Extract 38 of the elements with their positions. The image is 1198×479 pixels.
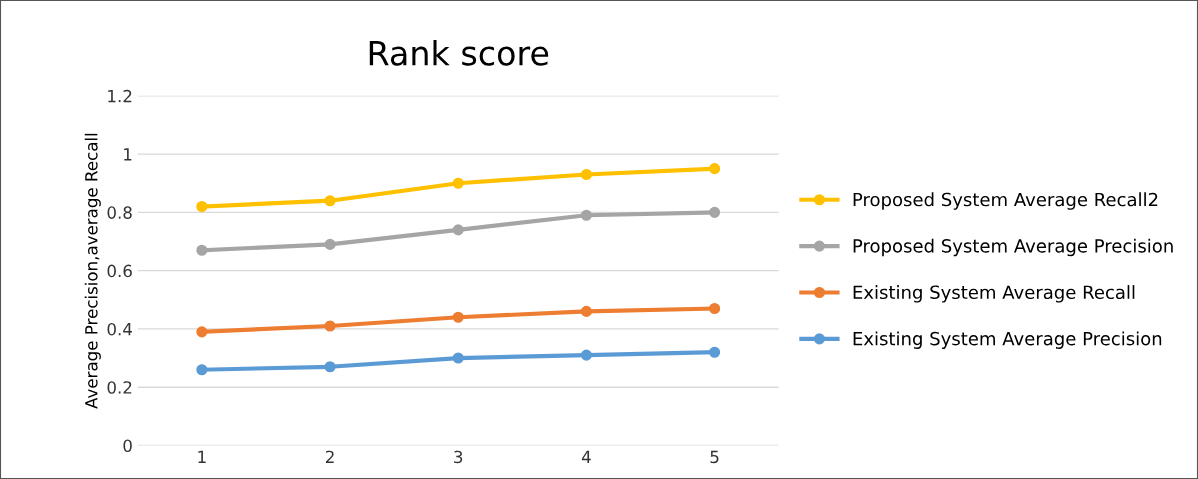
y-tick-label: 0	[123, 439, 132, 453]
point	[324, 361, 336, 373]
point	[196, 244, 208, 256]
point	[580, 305, 592, 317]
x-tick-label: 5	[710, 450, 719, 464]
point	[196, 326, 208, 338]
point	[452, 177, 464, 189]
y-tick-label: 1.2	[108, 89, 132, 103]
point	[324, 320, 336, 332]
point	[324, 238, 336, 250]
legend-label: Proposed System Average Recall2	[853, 192, 1158, 210]
point	[196, 364, 208, 376]
x-tick-label: 3	[454, 450, 463, 464]
chart-title: Rank score	[369, 39, 549, 66]
point	[452, 224, 464, 236]
point	[324, 195, 336, 207]
x-tick-label: 4	[581, 450, 591, 463]
y-tick-label: 0.2	[107, 381, 132, 394]
point	[709, 163, 721, 175]
point	[196, 200, 208, 213]
y-tick-label: 0.6	[107, 264, 132, 278]
x-tick-label: 2	[325, 450, 334, 463]
point	[580, 209, 592, 221]
y-tick-label: 0.8	[107, 206, 132, 219]
point	[709, 346, 721, 358]
point	[580, 349, 592, 361]
y-axis-title: Average Precision,average Recall	[84, 133, 101, 409]
legend-label: Existing System Average Precision	[853, 331, 1162, 349]
point	[452, 352, 464, 364]
x-tick-label: 1	[198, 450, 206, 463]
y-tick-label: 0.4	[107, 322, 132, 336]
point	[580, 168, 592, 181]
legend-label: Existing System Average Recall	[853, 285, 1135, 303]
point	[709, 206, 721, 218]
point	[452, 311, 464, 323]
y-tick-label: 1	[124, 148, 132, 161]
point	[709, 302, 721, 315]
legend-label: Proposed System Average Precision	[853, 238, 1173, 257]
